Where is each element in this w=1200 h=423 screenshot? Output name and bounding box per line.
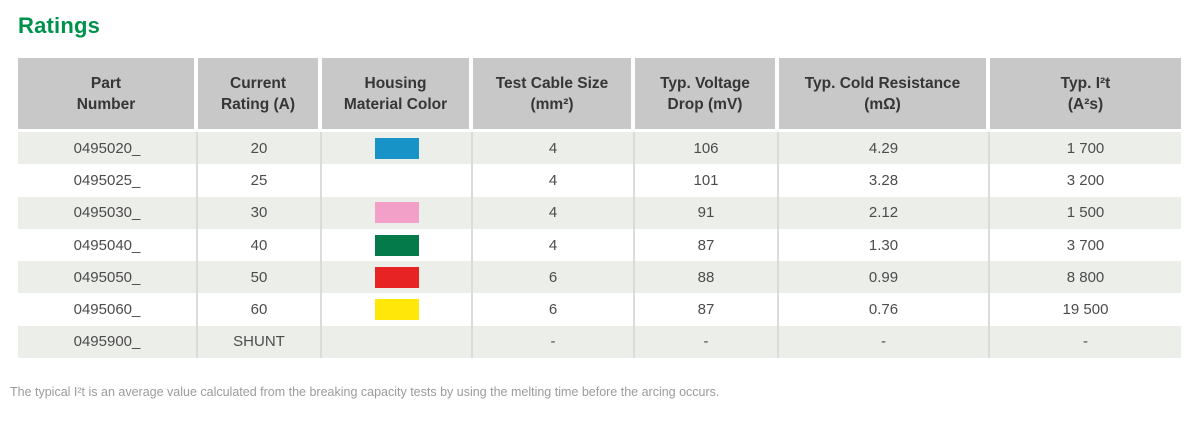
cell-voltage_drop: - [635, 325, 779, 359]
cell-cold_resistance: 0.76 [779, 293, 990, 326]
cell-housing_color [322, 293, 473, 326]
cell-voltage_drop: 101 [635, 164, 779, 197]
column-header-line1: Typ. Cold Resistance [804, 74, 961, 92]
cell-test_cable_size: 4 [473, 228, 635, 262]
cell-cold_resistance: 1.30 [779, 228, 990, 262]
cell-housing_color [322, 196, 473, 229]
cell-housing_color [322, 164, 473, 197]
column-header-line1: Typ. Voltage [660, 74, 750, 92]
column-header-line2: Number [76, 95, 136, 113]
cell-housing_color [322, 261, 473, 294]
table-footnote: The typical I²t is an average value calc… [10, 385, 720, 399]
cell-current_rating: SHUNT [198, 325, 322, 359]
cell-current_rating: 20 [198, 132, 322, 165]
column-header-line2: Drop (mV) [667, 95, 743, 113]
column-header-voltage_drop: Typ. Voltage Drop (mV) [635, 58, 779, 129]
column-header-line1: Typ. I²t [1060, 74, 1111, 92]
cell-current_rating: 30 [198, 196, 322, 229]
cell-i2t: 1 500 [990, 196, 1181, 229]
cell-part_number: 0495030_ [18, 196, 198, 229]
column-header-line2: Material Color [343, 95, 448, 113]
cell-test_cable_size: - [473, 325, 635, 359]
cell-cold_resistance: - [779, 325, 990, 359]
cell-cold_resistance: 0.99 [779, 261, 990, 294]
cell-housing_color [322, 132, 473, 165]
cell-test_cable_size: 4 [473, 196, 635, 229]
table-body: 0495020_ 20 4 106 4.29 1 700 0495025_ 25 4 101 3.2… [18, 132, 1181, 359]
column-header-line2: Rating (A) [220, 95, 296, 113]
table-row: 0495025_ 25 4 101 3.28 3 200 [18, 164, 1181, 197]
column-header-line1: Test Cable Size [495, 74, 609, 92]
column-header-line1: Housing [364, 74, 427, 92]
housing-color-swatch-green [374, 234, 419, 256]
cell-i2t: 3 700 [990, 228, 1181, 262]
cell-i2t: 19 500 [990, 293, 1181, 326]
table-row: 0495050_ 50 6 88 0.99 8 800 [18, 261, 1181, 294]
table-row: 0495020_ 20 4 106 4.29 1 700 [18, 132, 1181, 165]
cell-voltage_drop: 87 [635, 293, 779, 326]
cell-part_number: 0495025_ [18, 164, 198, 197]
column-header-current_rating: Current Rating (A) [198, 58, 322, 129]
cell-current_rating: 60 [198, 293, 322, 326]
cell-test_cable_size: 4 [473, 132, 635, 165]
page-title: Ratings [18, 13, 101, 38]
column-header-line2: (mm²) [530, 95, 574, 113]
cell-current_rating: 40 [198, 228, 322, 262]
column-header-line1: Part [90, 74, 122, 92]
table-row: 0495900_ SHUNT - - - - [18, 325, 1181, 359]
column-header-cold_resistance: Typ. Cold Resistance (mΩ) [779, 58, 990, 129]
column-header-part_number: Part Number [18, 58, 198, 129]
cell-part_number: 0495050_ [18, 261, 198, 294]
housing-color-swatch-red [374, 266, 419, 288]
cell-test_cable_size: 4 [473, 164, 635, 197]
cell-i2t: 8 800 [990, 261, 1181, 294]
housing-color-swatch-blue [374, 137, 419, 159]
cell-i2t: - [990, 325, 1181, 359]
cell-housing_color [322, 325, 473, 359]
housing-color-swatch-yellow [374, 299, 419, 321]
cell-voltage_drop: 91 [635, 196, 779, 229]
ratings-table: Part Number Current Rating (A) Housing Materi… [18, 58, 1181, 359]
cell-test_cable_size: 6 [473, 261, 635, 294]
cell-test_cable_size: 6 [473, 293, 635, 326]
cell-voltage_drop: 88 [635, 261, 779, 294]
table-row: 0495060_ 60 6 87 0.76 19 500 [18, 293, 1181, 326]
cell-cold_resistance: 2.12 [779, 196, 990, 229]
column-header-line2: (mΩ) [864, 95, 901, 113]
cell-part_number: 0495040_ [18, 228, 198, 262]
cell-voltage_drop: 87 [635, 228, 779, 262]
cell-part_number: 0495020_ [18, 132, 198, 165]
cell-part_number: 0495060_ [18, 293, 198, 326]
column-header-test_cable_size: Test Cable Size (mm²) [473, 58, 635, 129]
column-header-line2: (A²s) [1067, 95, 1104, 113]
cell-current_rating: 50 [198, 261, 322, 294]
column-header-i2t: Typ. I²t (A²s) [990, 58, 1181, 129]
cell-cold_resistance: 4.29 [779, 132, 990, 165]
cell-current_rating: 25 [198, 164, 322, 197]
cell-part_number: 0495900_ [18, 325, 198, 359]
cell-cold_resistance: 3.28 [779, 164, 990, 197]
column-header-housing_color: Housing Material Color [322, 58, 473, 129]
table-header-row: Part Number Current Rating (A) Housing Materi… [18, 58, 1181, 129]
cell-i2t: 1 700 [990, 132, 1181, 165]
table-row: 0495030_ 30 4 91 2.12 1 500 [18, 196, 1181, 229]
cell-housing_color [322, 228, 473, 262]
cell-voltage_drop: 106 [635, 132, 779, 165]
cell-i2t: 3 200 [990, 164, 1181, 197]
table-row: 0495040_ 40 4 87 1.30 3 700 [18, 228, 1181, 262]
column-header-line1: Current [230, 74, 286, 92]
housing-color-swatch-pink [374, 202, 419, 224]
